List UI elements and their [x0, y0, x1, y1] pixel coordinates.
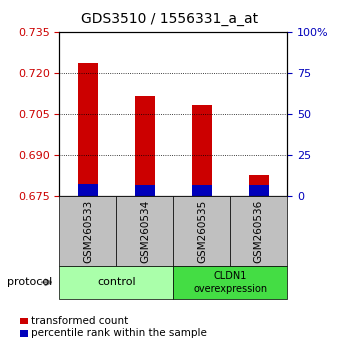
Bar	[78, 184, 98, 196]
Text: GSM260534: GSM260534	[140, 199, 150, 263]
Text: GSM260535: GSM260535	[197, 199, 207, 263]
Text: transformed count: transformed count	[31, 316, 128, 326]
Bar	[192, 104, 212, 196]
Text: GSM260536: GSM260536	[254, 199, 264, 263]
Text: control: control	[97, 277, 136, 287]
Bar	[135, 185, 155, 196]
Bar	[192, 185, 212, 196]
Text: GSM260533: GSM260533	[83, 199, 93, 263]
Text: CLDN1
overexpression: CLDN1 overexpression	[193, 271, 268, 293]
Text: percentile rank within the sample: percentile rank within the sample	[31, 329, 206, 338]
Bar	[78, 63, 98, 196]
Text: protocol: protocol	[7, 277, 52, 287]
Text: GDS3510 / 1556331_a_at: GDS3510 / 1556331_a_at	[82, 12, 258, 27]
Bar	[135, 96, 155, 196]
Bar	[249, 185, 269, 196]
Bar	[249, 175, 269, 196]
